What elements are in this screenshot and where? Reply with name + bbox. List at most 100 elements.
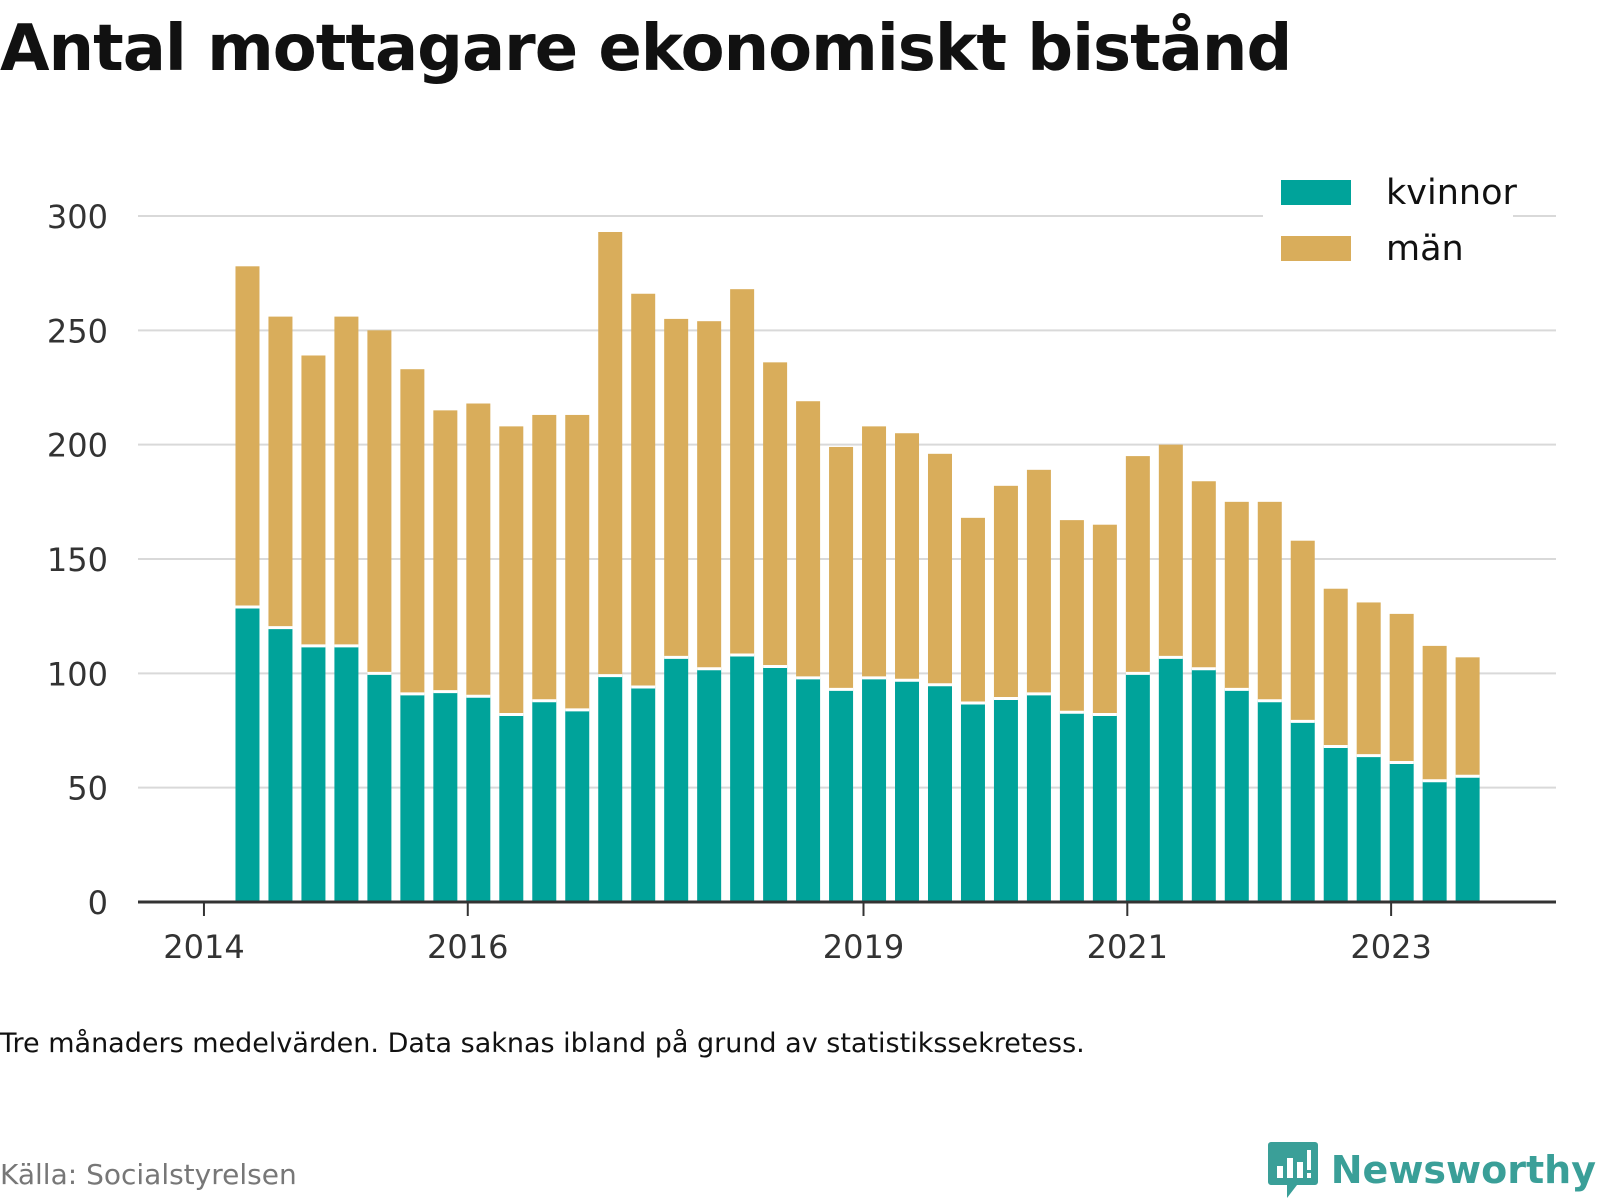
bar-kvinnor [565, 709, 590, 902]
bar-man [862, 426, 887, 678]
bar-kvinnor [1455, 776, 1480, 902]
bar-man [1257, 501, 1282, 701]
bar-kvinnor [664, 657, 689, 902]
bar-man [598, 232, 623, 676]
bar-man [1191, 481, 1216, 669]
bar-kvinnor [763, 666, 788, 902]
legend-label-kvinnor: kvinnor [1386, 173, 1517, 213]
bar-man [268, 316, 293, 628]
bar-kvinnor [1224, 689, 1249, 902]
y-tick-label: 200 [47, 427, 108, 465]
x-tick-label: 2016 [427, 928, 508, 966]
source-credit: Källa: Socialstyrelsen [0, 1158, 297, 1191]
bar-kvinnor [235, 607, 260, 902]
bar-kvinnor [730, 655, 755, 902]
bar-man [334, 316, 359, 646]
bar-kvinnor [1125, 673, 1150, 902]
bar-kvinnor [960, 703, 985, 902]
bar-man [400, 369, 425, 694]
bar-kvinnor [1257, 700, 1282, 902]
bar-man [1290, 540, 1315, 722]
bar-man [796, 401, 821, 678]
bar-man [235, 266, 260, 608]
bar-man [532, 414, 557, 701]
legend-label-man: män [1386, 229, 1464, 269]
y-tick-label: 100 [47, 655, 108, 693]
bar-kvinnor [433, 691, 458, 902]
bar-kvinnor [1059, 712, 1084, 902]
bar-kvinnor [862, 677, 887, 902]
bars [235, 232, 1480, 902]
bar-kvinnor [301, 645, 326, 902]
bar-kvinnor [367, 673, 392, 902]
bar-man [730, 289, 755, 656]
x-tick-label: 2014 [163, 928, 244, 966]
bar-kvinnor [829, 689, 854, 902]
bar-kvinnor [927, 684, 952, 902]
newsworthy-logo: Newsworthy [1267, 1140, 1596, 1200]
y-tick-label: 250 [47, 312, 108, 350]
newsworthy-logo-icon [1267, 1142, 1318, 1198]
chart-title: Antal mottagare ekonomiskt bistånd [0, 12, 1292, 86]
bar-kvinnor [532, 700, 557, 902]
x-tick-label: 2023 [1350, 928, 1431, 966]
bar-man [499, 426, 524, 715]
x-axis: 2014 2016 2019 2021 2023 [138, 900, 1556, 966]
bar-kvinnor [796, 677, 821, 902]
bar-kvinnor [697, 668, 722, 902]
bar-man [1455, 657, 1480, 777]
bar-man [301, 355, 326, 646]
bar-kvinnor [466, 696, 491, 902]
bar-kvinnor [1389, 762, 1414, 902]
x-tick-label: 2019 [823, 928, 904, 966]
bar-kvinnor [598, 675, 623, 902]
bar-kvinnor [1026, 693, 1051, 902]
bar-man [367, 330, 392, 674]
legend-swatch-kvinnor [1281, 180, 1351, 205]
bar-man [1356, 602, 1381, 756]
bar-man [1389, 613, 1414, 763]
y-tick-label: 0 [88, 884, 108, 922]
bar-man [1059, 520, 1084, 713]
bar-man [466, 403, 491, 697]
legend: kvinnor män [1263, 166, 1517, 286]
x-tick-label: 2021 [1087, 928, 1168, 966]
bar-man [1422, 645, 1447, 781]
bar-kvinnor [1191, 668, 1216, 902]
bar-man [1092, 524, 1117, 715]
bar-kvinnor [631, 687, 656, 902]
y-tick-label: 50 [67, 770, 108, 808]
bar-kvinnor [1158, 657, 1183, 902]
brand-name: Newsworthy [1330, 1148, 1596, 1192]
bar-kvinnor [400, 693, 425, 902]
y-axis-tick-labels: 0 50 100 150 200 250 300 [47, 198, 108, 922]
bar-kvinnor [1323, 746, 1348, 902]
bar-kvinnor [334, 645, 359, 902]
bar-kvinnor [1422, 780, 1447, 902]
bar-kvinnor [268, 627, 293, 902]
bar-kvinnor [1356, 755, 1381, 902]
bar-kvinnor [895, 680, 920, 902]
bar-man [433, 410, 458, 692]
bar-man [927, 453, 952, 685]
bar-man [565, 414, 590, 710]
y-tick-label: 150 [47, 541, 108, 579]
bar-man [1125, 456, 1150, 674]
bar-kvinnor [993, 698, 1018, 902]
bar-man [664, 318, 689, 658]
bar-kvinnor [499, 714, 524, 902]
bar-man [895, 433, 920, 681]
bar-man [960, 517, 985, 704]
bar-man [829, 446, 854, 690]
bar-man [763, 362, 788, 667]
bar-man [697, 321, 722, 669]
bar-man [1026, 469, 1051, 694]
bar-man [1224, 501, 1249, 690]
bar-kvinnor [1290, 721, 1315, 902]
y-tick-label: 300 [47, 198, 108, 236]
chart-footnote: Tre månaders medelvärden. Data saknas ib… [0, 1028, 1085, 1059]
bar-man [1158, 444, 1183, 658]
bar-man [993, 485, 1018, 699]
bar-man [631, 293, 656, 688]
